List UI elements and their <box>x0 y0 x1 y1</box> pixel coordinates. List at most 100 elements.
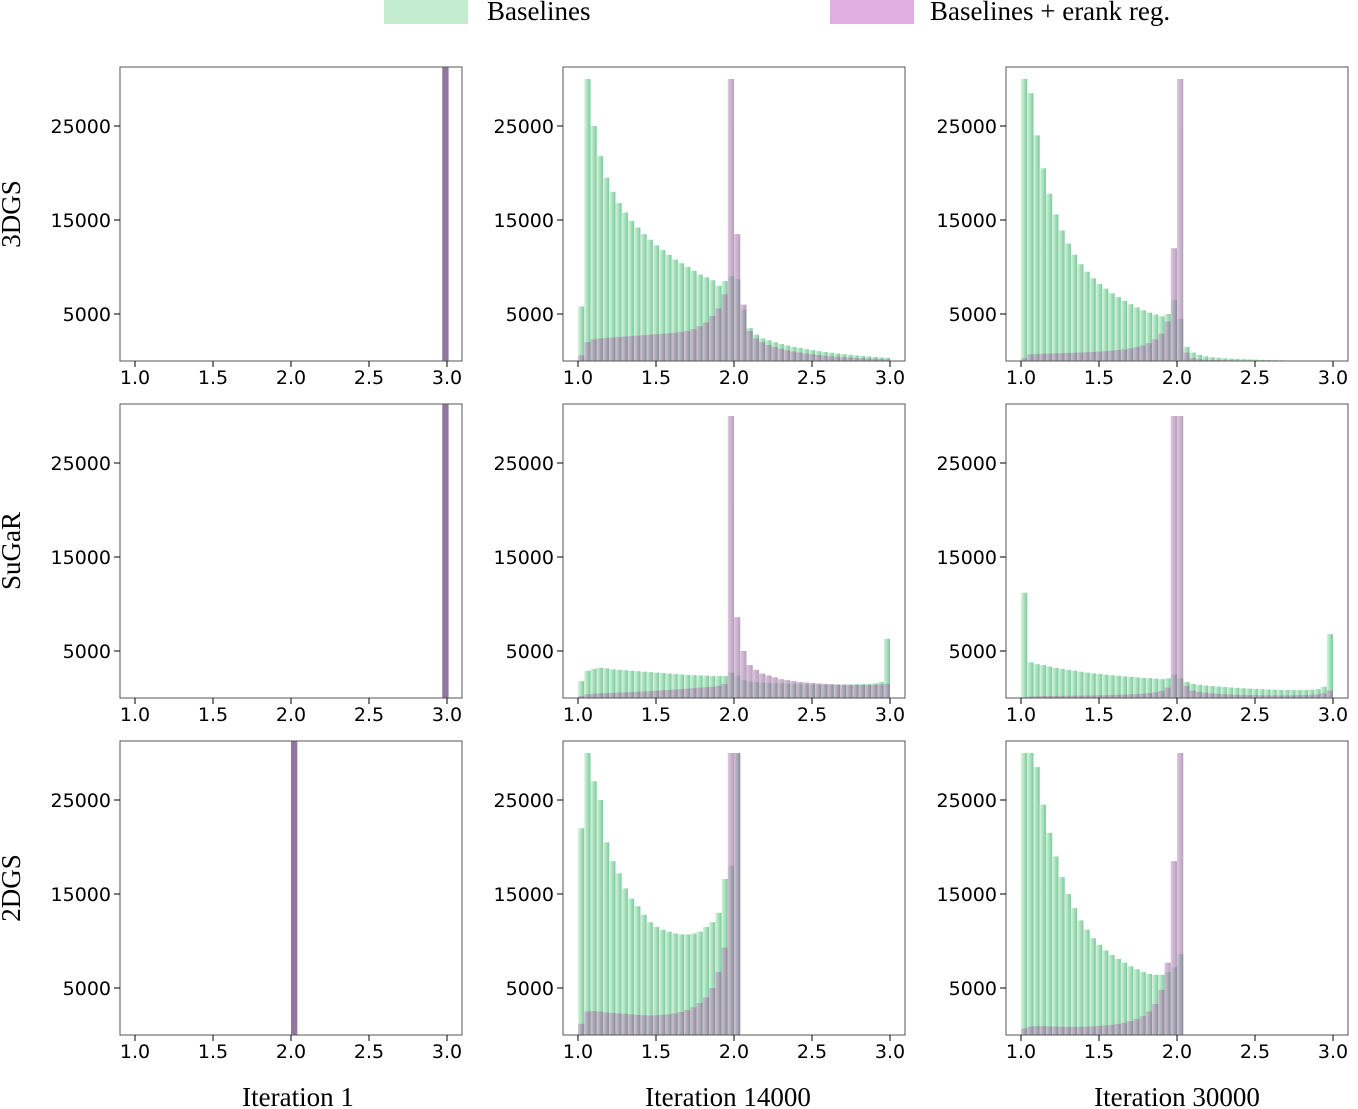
hist-bar <box>1189 358 1196 361</box>
hist-bar <box>808 354 816 361</box>
hist-bar <box>783 350 791 361</box>
hist-bar <box>883 683 890 698</box>
hist-bar <box>1289 695 1296 698</box>
series-erank-reg <box>1021 753 1184 1035</box>
hist-bar <box>602 693 610 698</box>
hist-bar <box>1245 359 1252 361</box>
y-tick-label: 25000 <box>494 790 554 812</box>
bars <box>442 404 449 698</box>
hist-bar <box>1070 908 1078 1035</box>
hist-bar <box>1195 684 1202 698</box>
hist-bar <box>1114 958 1121 1035</box>
hist-bar <box>702 997 710 1035</box>
x-tick-label: 1.5 <box>641 367 671 389</box>
hist-bar <box>596 156 603 361</box>
hist-bar <box>1127 1021 1134 1035</box>
series-erank-reg <box>291 741 298 1035</box>
hist-bar <box>584 670 591 698</box>
hist-bar <box>1233 358 1240 361</box>
x-tick-label: 2.5 <box>354 367 384 389</box>
hist-bar <box>1208 693 1215 698</box>
x-tick-label: 2.0 <box>1162 1041 1192 1063</box>
hist-bar <box>1027 354 1034 361</box>
hist-bar <box>1139 310 1146 361</box>
hist-bar <box>627 336 635 361</box>
hist-bar <box>696 675 703 698</box>
x-tick-label: 2.0 <box>1162 367 1192 389</box>
x-tick-label: 1.0 <box>120 367 150 389</box>
hist-bar <box>1314 694 1321 698</box>
hist-bar <box>1145 693 1153 698</box>
hist-bar <box>1095 283 1103 361</box>
y-tick-label: 15000 <box>51 210 111 232</box>
hist-bar <box>442 67 449 361</box>
hist-bar <box>1083 695 1090 698</box>
hist-bar <box>1058 668 1065 698</box>
y-tick-label: 15000 <box>51 547 111 569</box>
hist-bar <box>590 668 597 698</box>
y-tick-label: 25000 <box>51 116 111 138</box>
hist-bar <box>1083 672 1090 698</box>
hist-bar <box>1133 1019 1140 1035</box>
hist-bar <box>1127 676 1134 698</box>
x-tick-label: 1.5 <box>198 367 228 389</box>
hist-bar <box>578 1023 585 1035</box>
hist-bar <box>1021 753 1028 1035</box>
hist-bar <box>858 358 866 361</box>
bars <box>442 67 449 361</box>
hist-bar <box>590 339 597 361</box>
hist-bar <box>715 308 722 361</box>
hist-bar <box>852 357 859 361</box>
hist-bar <box>671 1013 678 1035</box>
hist-bar <box>1064 1026 1071 1035</box>
y-tick-label: 25000 <box>937 790 997 812</box>
hist-bar <box>596 800 603 1035</box>
hist-bar <box>1089 278 1096 361</box>
y-tick-label: 25000 <box>494 116 554 138</box>
hist-bar <box>1264 695 1271 698</box>
x-tick-label: 2.0 <box>1162 704 1192 726</box>
hist-bar <box>1220 694 1227 698</box>
panel-3-3: 5000 15000 25000 1.0 1.5 2.0 2.5 3.0 <box>937 740 1349 1063</box>
series-erank-reg <box>442 404 449 698</box>
x-tick-label: 2.0 <box>276 704 306 726</box>
hist-bar <box>1164 321 1171 361</box>
hist-bar <box>1201 356 1209 361</box>
hist-bar <box>684 934 691 1035</box>
hist-bar <box>846 684 853 698</box>
hist-bar <box>690 688 697 698</box>
hist-bar <box>1120 676 1128 698</box>
hist-bar <box>640 234 647 361</box>
hist-bar <box>634 335 641 361</box>
hist-bar <box>1070 670 1078 698</box>
hist-bar <box>291 741 298 1035</box>
hist-bar <box>740 651 747 698</box>
hist-bar <box>1033 353 1040 361</box>
y-tick-label: 5000 <box>949 304 997 326</box>
bars <box>578 79 890 361</box>
hist-bar <box>1052 667 1059 698</box>
hist-bar <box>1102 695 1109 698</box>
hist-bar <box>1320 693 1327 698</box>
hist-bar <box>1095 944 1103 1035</box>
hist-bar <box>1102 674 1109 698</box>
hist-bar <box>746 330 753 361</box>
hist-bar <box>833 684 841 698</box>
hist-bar <box>1095 674 1103 698</box>
row-label-sugar: SuGaR <box>0 512 26 590</box>
hist-bar <box>1152 692 1159 698</box>
hist-bar <box>1039 168 1046 361</box>
col-label-iter14000: Iteration 14000 <box>645 1082 811 1109</box>
hist-bar <box>702 322 710 361</box>
hist-bar <box>815 683 822 698</box>
y-tick-label: 25000 <box>51 790 111 812</box>
hist-bar <box>1045 353 1053 361</box>
hist-bar <box>1158 989 1165 1035</box>
hist-bar <box>1233 687 1240 698</box>
hist-bar <box>646 239 653 361</box>
bars <box>578 416 890 698</box>
x-tick-label: 3.0 <box>875 1041 905 1063</box>
hist-bar <box>652 690 660 698</box>
hist-bar <box>677 689 685 698</box>
hist-bar <box>615 692 622 698</box>
